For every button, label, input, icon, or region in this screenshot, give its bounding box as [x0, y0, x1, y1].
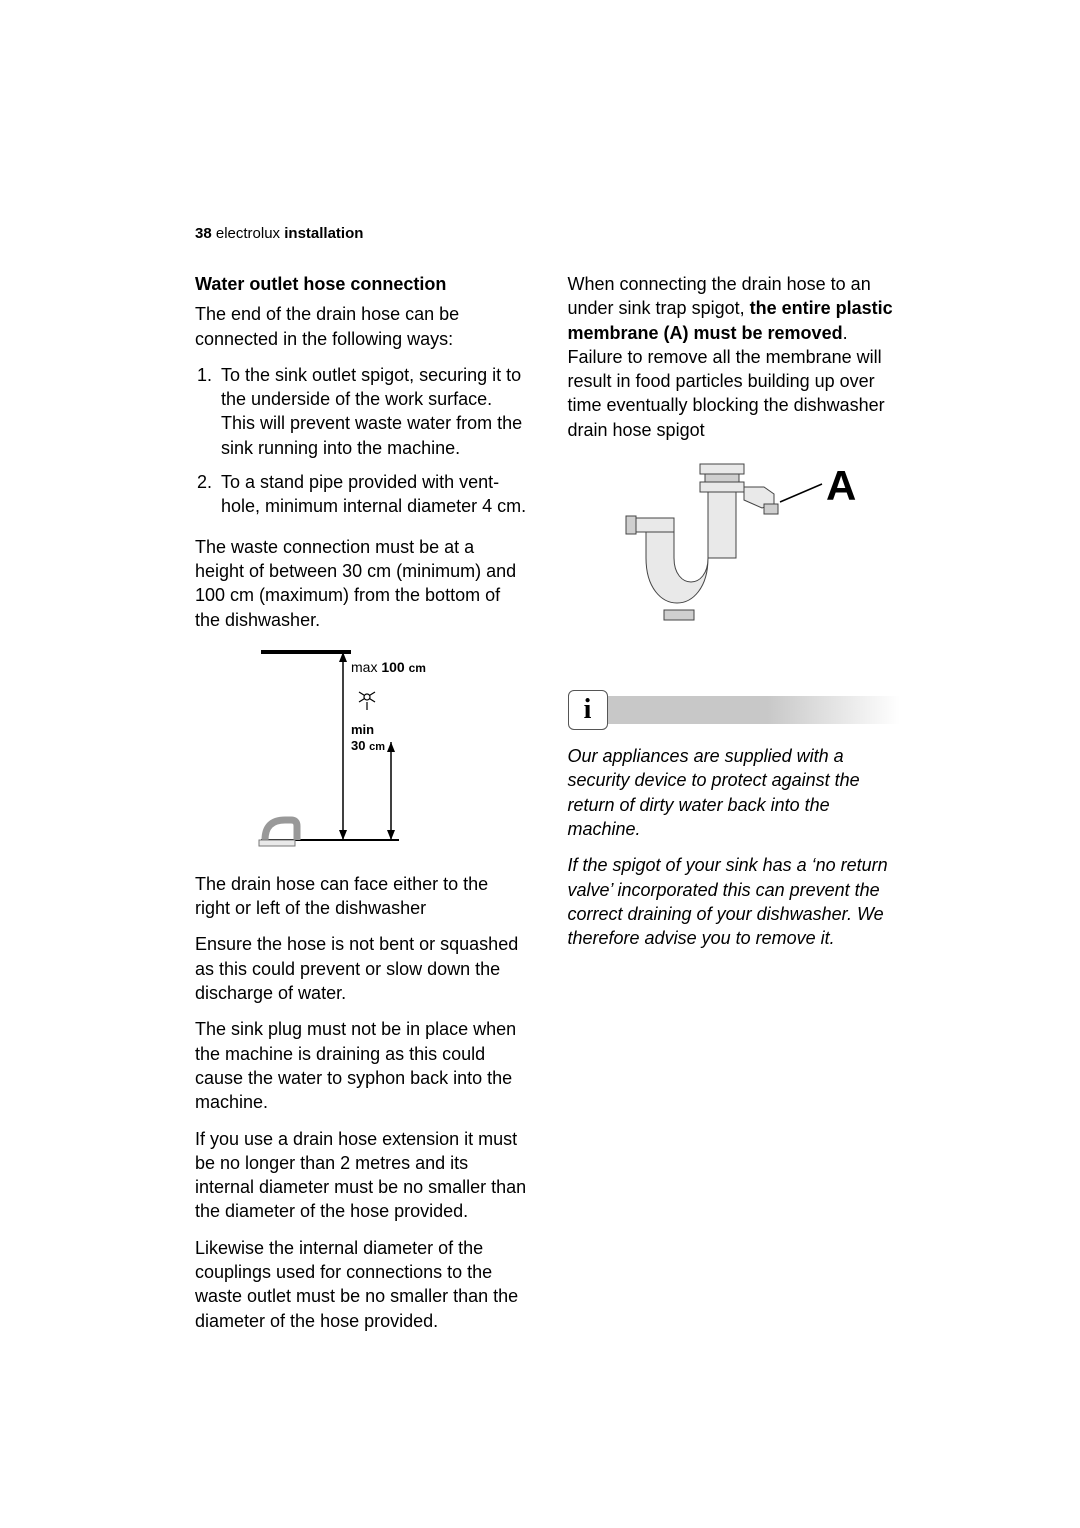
left-column: Water outlet hose connection The end of …: [195, 272, 528, 1345]
info-icon: i: [568, 690, 608, 730]
svg-text:30 cm: 30 cm: [351, 738, 385, 753]
face-paragraph: The drain hose can face either to the ri…: [195, 872, 528, 921]
info-gradient: [568, 696, 901, 724]
membrane-paragraph: When connecting the drain hose to an und…: [568, 272, 901, 442]
info-bar: i: [568, 690, 901, 730]
plug-paragraph: The sink plug must not be in place when …: [195, 1017, 528, 1114]
bent-paragraph: Ensure the hose is not bent or squashed …: [195, 932, 528, 1005]
couplings-paragraph: Likewise the internal diameter of the co…: [195, 1236, 528, 1333]
note-security: Our appliances are supplied with a secur…: [568, 744, 901, 841]
intro-paragraph: The end of the drain hose can be connect…: [195, 302, 528, 351]
heading-water-outlet: Water outlet hose connection: [195, 272, 528, 296]
diagram-label-a: A: [826, 462, 856, 509]
page-number: 38: [195, 225, 212, 242]
section-name: installation: [284, 225, 363, 242]
document-page: 38 electrolux installation Water outlet …: [0, 0, 1080, 1528]
note-valve: If the spigot of your sink has a ‘no ret…: [568, 853, 901, 950]
page-header: 38 electrolux installation: [195, 225, 900, 242]
svg-text:min: min: [351, 722, 374, 737]
right-column: When connecting the drain hose to an und…: [568, 272, 901, 1345]
extension-paragraph: If you use a drain hose extension it mus…: [195, 1127, 528, 1224]
info-icon-glyph: i: [584, 696, 592, 724]
content-columns: Water outlet hose connection The end of …: [195, 272, 900, 1345]
brand-name: electrolux: [216, 225, 280, 242]
label-max-unit: cm: [409, 661, 426, 675]
label-max-prefix: max: [351, 659, 377, 675]
label-min-value: 30: [351, 738, 365, 753]
label-max-value: 100: [382, 659, 406, 675]
sink-trap-diagram: A: [604, 460, 864, 660]
list-item: To a stand pipe provided with vent-hole,…: [217, 470, 528, 519]
drain-height-diagram: max 100 cm min 30 cm: [251, 644, 471, 854]
list-item: To the sink outlet spigot, securing it t…: [217, 363, 528, 460]
svg-text:max 100 cm: max 100 cm: [351, 659, 426, 675]
label-min-unit: cm: [369, 741, 385, 753]
label-min-prefix: min: [351, 722, 374, 737]
waste-paragraph: The waste connection must be at a height…: [195, 535, 528, 632]
connection-list: To the sink outlet spigot, securing it t…: [217, 363, 528, 519]
